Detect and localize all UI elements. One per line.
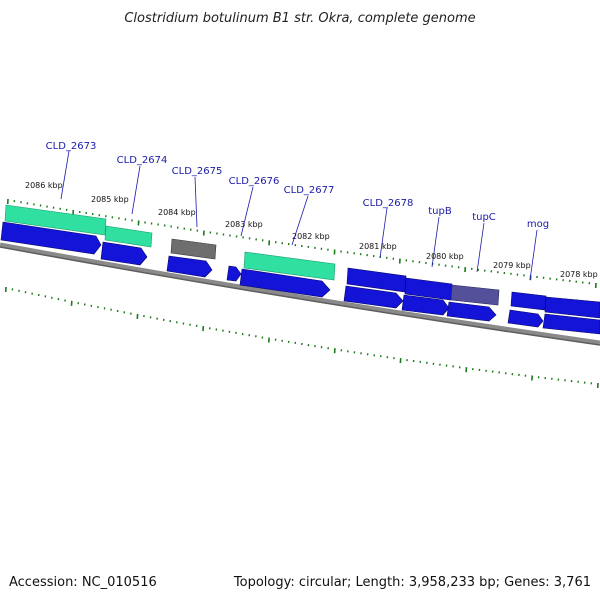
gene-label-mog[interactable]: mog — [527, 219, 549, 230]
cds-arrow-2[interactable] — [100, 241, 148, 266]
gene-box-tupc[interactable] — [450, 284, 500, 306]
gene-label-cld-2675[interactable]: CLD_2675 — [172, 166, 223, 177]
gene-label-cld-2676[interactable]: CLD_2676 — [229, 176, 280, 187]
genome-summary-text: Topology: circular; Length: 3,958,233 bp… — [233, 575, 591, 590]
leader-line — [194, 176, 198, 228]
scale-label: 2081 kbp — [359, 242, 397, 251]
outer-scale-ticks — [6, 198, 597, 289]
genome-backbone-shadow — [0, 246, 600, 346]
accession-text: Accession: NC_010516 — [9, 575, 157, 590]
gene-track — [0, 204, 600, 335]
gene-box-cld-2677[interactable] — [243, 251, 336, 281]
cds-arrow-10[interactable] — [542, 313, 600, 335]
gene-label-tupc[interactable]: tupC — [472, 212, 496, 223]
leader-line — [379, 207, 388, 259]
scale-label: 2082 kbp — [292, 232, 330, 241]
cds-arrow-4[interactable] — [226, 265, 242, 282]
gene-box-next[interactable] — [544, 296, 600, 319]
gene-label-cld-2674[interactable]: CLD_2674 — [117, 155, 168, 166]
leader-line — [476, 222, 485, 273]
gene-box-mog[interactable] — [510, 291, 547, 311]
gene-labels: CLD_2673 CLD_2674 CLD_2675 CLD_2676 CLD_… — [46, 141, 549, 230]
scale-label: 2080 kbp — [426, 252, 464, 261]
gene-label-cld-2678[interactable]: CLD_2678 — [363, 198, 414, 209]
leader-line — [291, 195, 309, 246]
scale-label: 2079 kbp — [493, 261, 531, 270]
gene-leaders — [60, 150, 538, 281]
leader-line — [529, 229, 538, 281]
gene-label-tupb[interactable]: tupB — [428, 206, 452, 217]
scale-label: 2086 kbp — [25, 181, 63, 190]
leader-line — [131, 165, 141, 215]
gene-box-cld-2674[interactable] — [104, 225, 153, 248]
leader-line — [240, 186, 254, 237]
scale-label: 2084 kbp — [158, 208, 196, 217]
map-title: Clostridium botulinum B1 str. Okra, comp… — [124, 11, 475, 26]
leader-line — [60, 150, 70, 200]
cds-arrow-7[interactable] — [401, 294, 450, 316]
scale-label: 2078 kbp — [560, 270, 598, 279]
gene-label-cld-2673[interactable]: CLD_2673 — [46, 141, 97, 152]
inner-scale-ticks — [4, 286, 599, 389]
leader-line — [431, 216, 440, 268]
cds-arrow-1[interactable] — [0, 221, 102, 255]
cds-arrow-9[interactable] — [507, 309, 544, 328]
scale-label: 2085 kbp — [91, 195, 129, 204]
cds-arrow-5[interactable] — [239, 268, 331, 298]
cds-arrow-6[interactable] — [343, 285, 404, 309]
gene-box-cld-2675[interactable] — [170, 238, 217, 260]
gene-label-cld-2677[interactable]: CLD_2677 — [284, 185, 335, 196]
cds-arrow-8[interactable] — [446, 301, 497, 322]
gene-box-cld-2673[interactable] — [4, 204, 107, 236]
genome-backbone — [0, 242, 600, 346]
cds-arrow-3[interactable] — [166, 255, 213, 278]
